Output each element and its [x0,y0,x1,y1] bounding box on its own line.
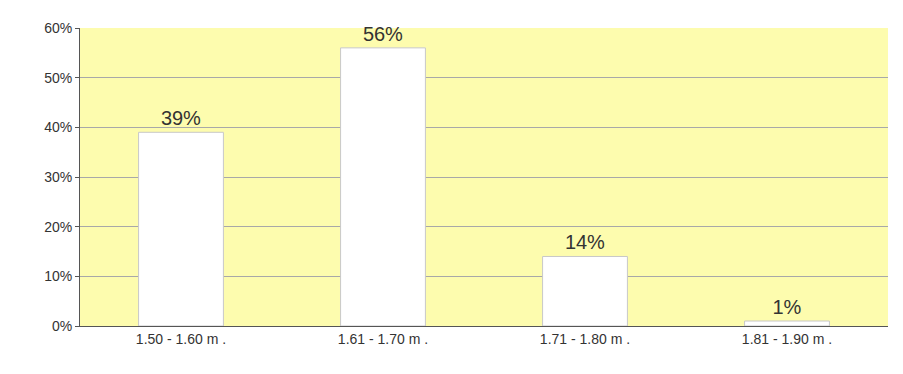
svg-text:1%: 1% [772,296,801,318]
svg-text:20%: 20% [44,219,72,235]
svg-text:0%: 0% [52,318,72,334]
svg-text:1.61 - 1.70 m .: 1.61 - 1.70 m . [338,331,428,347]
svg-text:1.71 - 1.80 m .: 1.71 - 1.80 m . [540,331,630,347]
svg-text:60%: 60% [44,20,72,36]
svg-text:1.81 - 1.90 m .: 1.81 - 1.90 m . [742,331,832,347]
svg-text:50%: 50% [44,70,72,86]
svg-text:40%: 40% [44,119,72,135]
svg-text:14%: 14% [565,231,605,253]
svg-text:39%: 39% [161,107,201,129]
svg-text:56%: 56% [363,23,403,45]
svg-text:10%: 10% [44,268,72,284]
svg-text:1.50 - 1.60 m .: 1.50 - 1.60 m . [136,331,226,347]
svg-text:30%: 30% [44,169,72,185]
